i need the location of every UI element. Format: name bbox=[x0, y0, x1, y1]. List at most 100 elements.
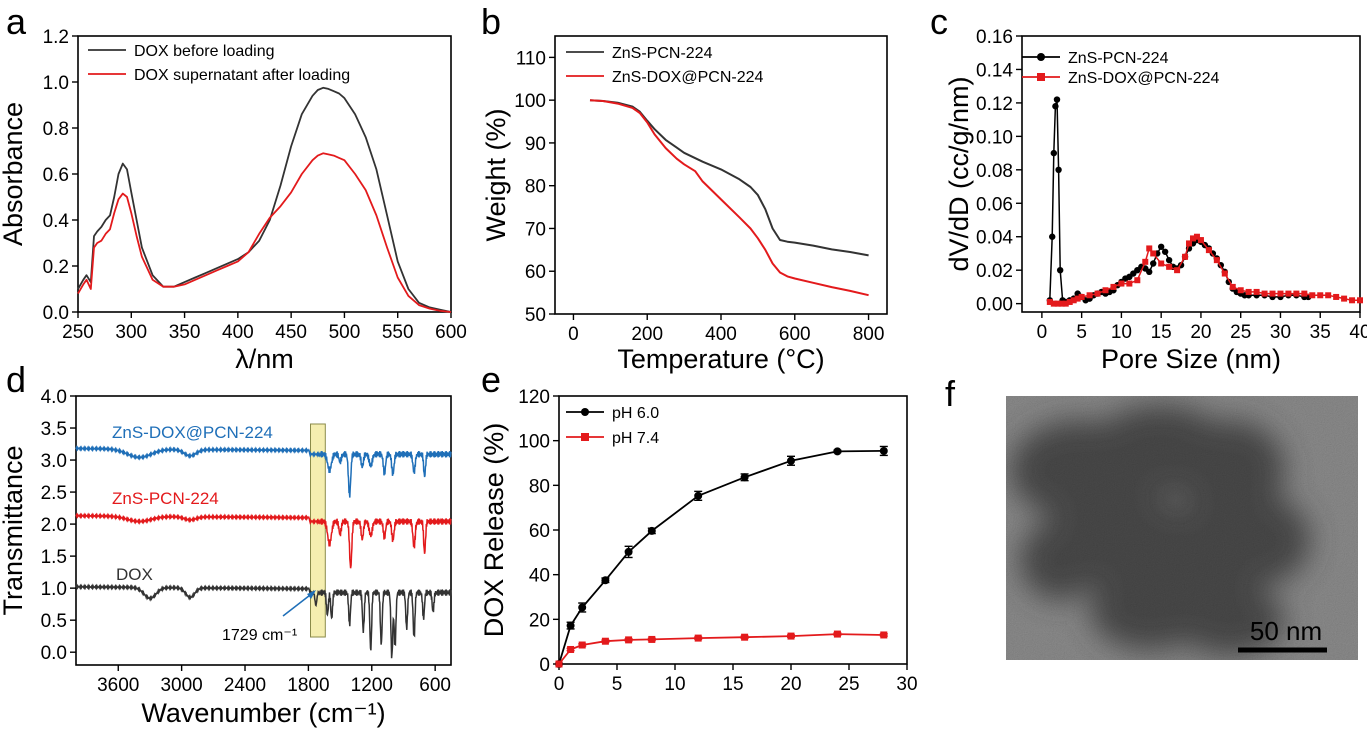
data-point-c-1 bbox=[1229, 283, 1236, 290]
data-point-c-1 bbox=[1058, 300, 1065, 307]
data-point-c-1 bbox=[1193, 233, 1200, 240]
data-point-e-1 bbox=[625, 636, 633, 644]
data-point-c-1 bbox=[1182, 253, 1189, 260]
data-point-c-1 bbox=[1070, 297, 1077, 304]
legend-label: ZnS-DOX@PCN-224 bbox=[1068, 70, 1219, 87]
x-tick-label-e: 0 bbox=[554, 674, 565, 695]
series-label-d-0: ZnS-DOX@PCN-224 bbox=[112, 423, 273, 442]
x-tick-label-e: 15 bbox=[722, 674, 743, 695]
data-point-c-1 bbox=[1050, 300, 1057, 307]
data-point-c-1 bbox=[1253, 288, 1260, 295]
y-tick-label-a: 1.2 bbox=[43, 27, 69, 48]
x-tick-label-d: 2400 bbox=[224, 675, 266, 696]
data-point-c-1 bbox=[1102, 287, 1109, 294]
data-point-c-1 bbox=[1186, 240, 1193, 247]
data-point-e-0 bbox=[566, 621, 575, 630]
y-axis-label-c: dV/dD (cc/g/nm) bbox=[944, 76, 974, 271]
y-tick-label-d: 3.0 bbox=[41, 451, 67, 472]
x-tick-label-d: 3600 bbox=[97, 675, 139, 696]
data-point-e-0 bbox=[833, 447, 842, 456]
annotation-label: 1729 cm⁻¹ bbox=[222, 627, 297, 644]
data-point-e-0 bbox=[624, 547, 633, 556]
x-tick-label-c: 40 bbox=[1349, 322, 1367, 343]
y-tick-label-d: 4.0 bbox=[41, 387, 67, 408]
y-tick-label-e: 20 bbox=[529, 610, 550, 631]
data-point-c-1 bbox=[1285, 290, 1292, 297]
legend-marker bbox=[1037, 53, 1045, 61]
x-tick-label-b: 800 bbox=[853, 324, 885, 345]
data-point-e-1 bbox=[741, 633, 749, 641]
series-line-a-1 bbox=[77, 152, 452, 313]
x-tick-label-c: 35 bbox=[1310, 322, 1331, 343]
x-tick-label-d: 1800 bbox=[287, 675, 329, 696]
y-tick-label-b: 50 bbox=[525, 305, 546, 326]
series-line-b-0 bbox=[589, 99, 869, 257]
chart-b: 0 200 400 600 800 50 60 70 80 90 100 110 Temperature… bbox=[481, 35, 888, 374]
y-tick-label-e: 40 bbox=[529, 566, 550, 587]
legend-label: DOX supernatant after loading bbox=[134, 67, 350, 84]
data-point-c-0 bbox=[1165, 256, 1173, 264]
x-tick-label-c: 20 bbox=[1190, 322, 1211, 343]
y-axis-label-b: Weight (%) bbox=[481, 108, 511, 241]
legend-marker bbox=[581, 408, 589, 416]
y-tick-label-a: 0.2 bbox=[43, 257, 69, 278]
x-tick-label-c: 5 bbox=[1076, 322, 1087, 343]
data-point-c-0 bbox=[1053, 96, 1061, 103]
data-point-e-0 bbox=[740, 473, 749, 482]
x-tick-label-a: 550 bbox=[382, 322, 414, 343]
data-point-c-1 bbox=[1054, 300, 1061, 307]
y-tick-label-c: 0.04 bbox=[976, 228, 1013, 249]
series-line-b-1 bbox=[589, 99, 869, 297]
x-tick-label-d: 3000 bbox=[160, 675, 202, 696]
x-tick-label-a: 600 bbox=[435, 322, 467, 343]
data-point-c-1 bbox=[1142, 258, 1149, 265]
y-tick-label-d: 1.0 bbox=[41, 579, 67, 600]
data-point-e-1 bbox=[567, 645, 575, 653]
data-point-c-0 bbox=[1146, 268, 1153, 276]
scale-bar-label: 50 nm bbox=[1250, 616, 1322, 646]
data-point-c-0 bbox=[1050, 149, 1058, 157]
data-point-c-1 bbox=[1261, 290, 1268, 297]
y-tick-label-c: 0.02 bbox=[976, 261, 1013, 282]
legend-label: pH 7.4 bbox=[612, 430, 659, 447]
data-point-c-0 bbox=[1052, 103, 1059, 110]
data-point-c-1 bbox=[1086, 292, 1093, 299]
data-point-c-1 bbox=[1174, 267, 1181, 274]
panel-label-f: f bbox=[945, 373, 956, 414]
data-point-e-0 bbox=[787, 456, 795, 465]
y-tick-label-c: 0.12 bbox=[976, 94, 1013, 115]
data-point-c-1 bbox=[1062, 300, 1069, 307]
data-point-c-1 bbox=[1237, 287, 1244, 294]
data-point-e-1 bbox=[880, 631, 888, 639]
data-point-c-1 bbox=[1066, 298, 1073, 305]
data-point-c-1 bbox=[1146, 245, 1153, 252]
panel-label-b: b bbox=[481, 1, 501, 42]
data-point-e-0 bbox=[601, 576, 610, 585]
data-point-c-1 bbox=[1317, 292, 1324, 299]
data-point-c-0 bbox=[1157, 243, 1165, 250]
legend-label: DOX before loading bbox=[134, 43, 275, 60]
y-tick-label-e: 0 bbox=[539, 655, 550, 676]
y-tick-label-d: 0.5 bbox=[41, 611, 67, 632]
x-tick-label-a: 450 bbox=[275, 322, 307, 343]
x-axis-label-d: Wavenumber (cm⁻¹) bbox=[141, 698, 385, 728]
annotation-arrowhead bbox=[307, 590, 316, 599]
y-tick-label-e: 60 bbox=[529, 521, 550, 542]
data-point-c-1 bbox=[1245, 288, 1252, 295]
data-point-c-1 bbox=[1150, 250, 1157, 257]
x-tick-label-a: 500 bbox=[329, 322, 361, 343]
y-tick-label-a: 0.8 bbox=[43, 119, 69, 140]
y-tick-label-c: 0.00 bbox=[976, 295, 1013, 316]
x-tick-label-e: 25 bbox=[838, 674, 859, 695]
y-tick-label-b: 100 bbox=[514, 91, 546, 112]
data-point-c-0 bbox=[1150, 260, 1157, 267]
series-label-d-2: DOX bbox=[116, 565, 153, 584]
y-axis-label-e: DOX Release (%) bbox=[479, 423, 509, 638]
data-point-e-1 bbox=[648, 635, 656, 643]
data-point-c-1 bbox=[1118, 280, 1125, 287]
x-tick-label-d: 1200 bbox=[351, 675, 393, 696]
x-tick-label-c: 25 bbox=[1230, 322, 1251, 343]
y-tick-label-d: 3.5 bbox=[41, 419, 67, 440]
legend-label: ZnS-PCN-224 bbox=[1068, 50, 1169, 67]
tem-image: 50 nm bbox=[1006, 396, 1358, 660]
